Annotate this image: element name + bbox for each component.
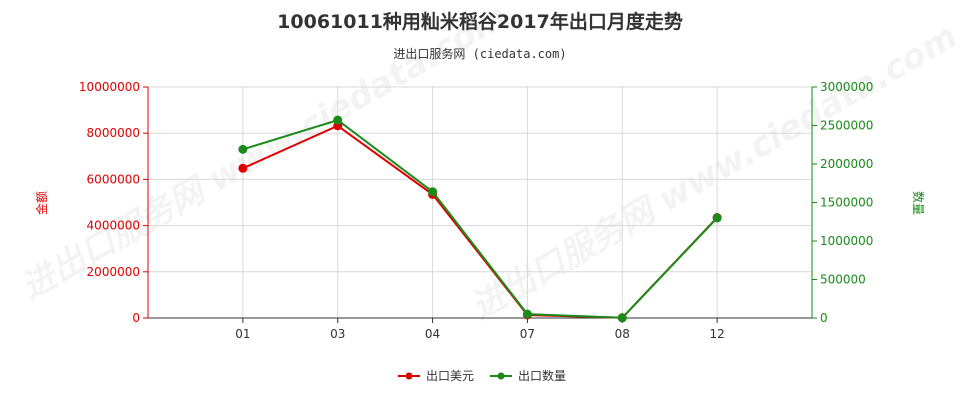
data-point[interactable] bbox=[712, 213, 722, 223]
y-left-tick-label: 2000000 bbox=[87, 265, 140, 279]
data-point[interactable] bbox=[617, 313, 627, 323]
data-point[interactable] bbox=[238, 163, 248, 173]
y-right-tick-label: 500000 bbox=[820, 273, 866, 287]
y-left-tick-label: 0 bbox=[132, 311, 140, 325]
y-left-tick-label: 10000000 bbox=[79, 80, 140, 94]
y-right-tick-label: 2000000 bbox=[820, 157, 873, 171]
series-line-2 bbox=[242, 119, 718, 319]
y-right-tick-label: 2500000 bbox=[820, 119, 873, 133]
legend-marker bbox=[497, 372, 505, 380]
y-left-tick-label: 6000000 bbox=[87, 172, 140, 186]
x-tick-label: 12 bbox=[710, 327, 725, 341]
y-left-tick-label: 4000000 bbox=[87, 219, 140, 233]
y-right-tick-label: 0 bbox=[820, 311, 828, 325]
series-layer bbox=[238, 115, 722, 323]
y-left-tick-labels: 10000000 8000000 6000000 4000000 2000000 0 bbox=[79, 80, 148, 325]
legend-marker bbox=[405, 372, 413, 380]
legend-item-label[interactable]: 出口数量 bbox=[518, 368, 566, 383]
data-point[interactable] bbox=[238, 144, 248, 154]
y-right-tick-label: 1000000 bbox=[820, 234, 873, 248]
x-tick-label: 07 bbox=[520, 327, 535, 341]
data-point[interactable] bbox=[333, 115, 343, 125]
watermark-2: 进出口服务网 www.ciedata.com bbox=[465, 16, 960, 328]
chart-title: 10061011种用籼米稻谷2017年出口月度走势 bbox=[277, 10, 683, 33]
legend[interactable]: 出口美元 出口数量 bbox=[398, 368, 566, 383]
x-tick-label: 03 bbox=[330, 327, 345, 341]
y-right-axis-title: 数量 bbox=[911, 191, 926, 215]
y-left-tick-label: 8000000 bbox=[87, 126, 140, 140]
y-right-tick-labels: 3000000 2500000 2000000 1500000 1000000 50000… bbox=[812, 80, 873, 325]
x-tick-label: 01 bbox=[235, 327, 250, 341]
legend-item-label[interactable]: 出口美元 bbox=[426, 369, 474, 383]
y-right-tick-label: 3000000 bbox=[820, 80, 873, 94]
y-left-axis-title: 金额 bbox=[34, 191, 49, 215]
y-right-tick-label: 1500000 bbox=[820, 196, 873, 210]
chart-subtitle: 进出口服务网 (ciedata.com) bbox=[393, 46, 566, 61]
data-point[interactable] bbox=[522, 309, 532, 319]
x-tick-label: 04 bbox=[425, 327, 440, 341]
x-tick-label: 08 bbox=[615, 327, 630, 341]
data-point[interactable] bbox=[428, 187, 438, 197]
x-tick-labels: 01 03 04 07 08 12 bbox=[235, 318, 725, 341]
